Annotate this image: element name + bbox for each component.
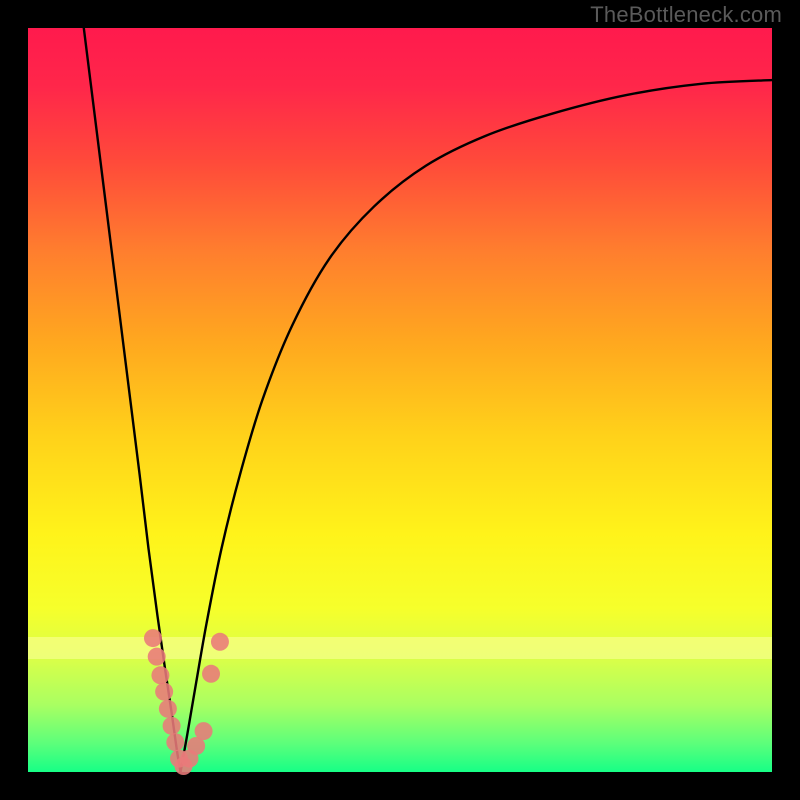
valley-marker <box>148 648 166 666</box>
curve-right-branch <box>181 80 772 772</box>
chart-frame: TheBottleneck.com <box>0 0 800 800</box>
valley-marker <box>195 722 213 740</box>
valley-marker <box>166 733 184 751</box>
valley-marker <box>151 666 169 684</box>
valley-marker <box>202 665 220 683</box>
valley-marker <box>159 700 177 718</box>
curve-layer <box>0 0 800 800</box>
valley-marker <box>163 717 181 735</box>
curve-left-branch <box>84 28 181 772</box>
valley-marker <box>211 633 229 651</box>
valley-marker <box>144 629 162 647</box>
valley-marker <box>155 683 173 701</box>
